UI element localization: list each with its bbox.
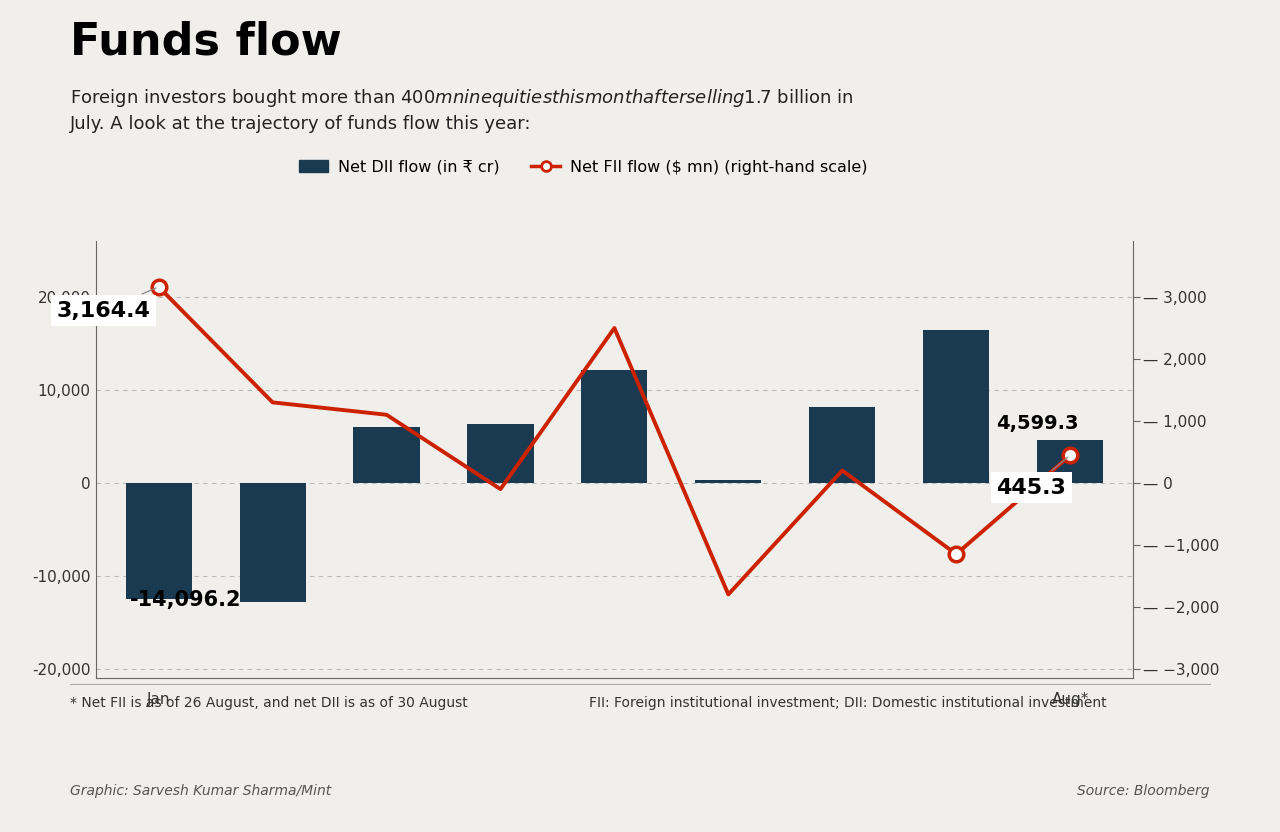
Text: Source: Bloomberg: Source: Bloomberg bbox=[1076, 784, 1210, 798]
Bar bbox=[581, 369, 648, 483]
Text: July. A look at the trajectory of funds flow this year:: July. A look at the trajectory of funds … bbox=[70, 115, 532, 133]
Text: Foreign investors bought more than $400 mn in equities this month after selling : Foreign investors bought more than $400 … bbox=[70, 87, 854, 109]
Text: -14,096.2: -14,096.2 bbox=[131, 590, 242, 610]
Text: FII: Foreign institutional investment; DII: Domestic institutional investment: FII: Foreign institutional investment; D… bbox=[589, 696, 1106, 711]
Bar bbox=[353, 427, 420, 483]
Text: * Net FII is as of 26 August, and net DII is as of 30 August: * Net FII is as of 26 August, and net DI… bbox=[70, 696, 468, 711]
Text: 445.3: 445.3 bbox=[996, 457, 1068, 498]
Text: 3,164.4: 3,164.4 bbox=[56, 288, 156, 320]
Point bbox=[946, 547, 966, 561]
Bar bbox=[695, 480, 762, 483]
Bar bbox=[467, 424, 534, 483]
Legend: Net DII flow (in ₹ cr), Net FII flow ($ mn) (right-hand scale): Net DII flow (in ₹ cr), Net FII flow ($ … bbox=[293, 153, 873, 181]
Bar bbox=[239, 483, 306, 602]
Bar bbox=[923, 329, 989, 483]
Point bbox=[1060, 448, 1080, 462]
Text: Funds flow: Funds flow bbox=[70, 21, 342, 64]
Bar bbox=[809, 407, 876, 483]
Text: 4,599.3: 4,599.3 bbox=[996, 414, 1079, 433]
Text: Aug*: Aug* bbox=[1051, 692, 1089, 707]
Text: Jan: Jan bbox=[147, 692, 170, 707]
Text: Graphic: Sarvesh Kumar Sharma/Mint: Graphic: Sarvesh Kumar Sharma/Mint bbox=[70, 784, 332, 798]
Point bbox=[148, 280, 169, 294]
Bar bbox=[125, 483, 192, 599]
Bar bbox=[1037, 440, 1103, 483]
